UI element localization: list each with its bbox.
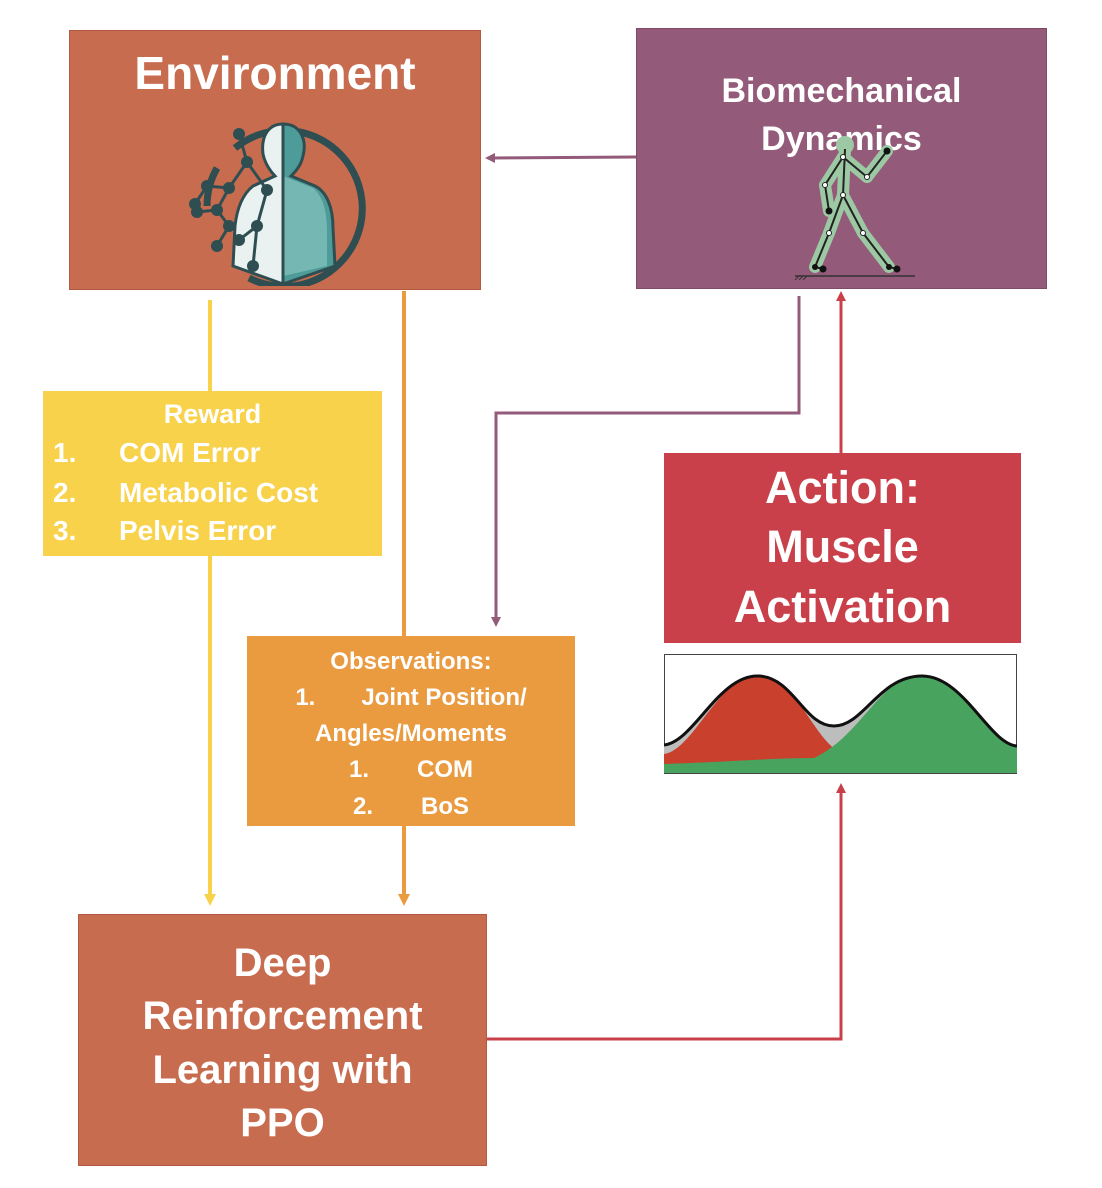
- walking-skeleton-icon: [794, 136, 915, 280]
- drl-title-line2: Reinforcement: [142, 994, 423, 1038]
- observation-item: 1. Joint Position/: [247, 683, 575, 713]
- environment-box: Environment: [69, 30, 481, 290]
- action-box: Action: Muscle Activation: [664, 453, 1021, 643]
- drl-title-line1: Deep: [233, 941, 332, 985]
- environment-title: Environment: [134, 47, 416, 99]
- observations-box: Observations: 1. Joint Position/ Angles/M…: [247, 636, 575, 826]
- muscle-activation-curves-icon: [664, 654, 1017, 774]
- reward-item-label: COM Error: [119, 437, 261, 468]
- observation-item-number: 1.: [349, 756, 370, 783]
- observation-item: 1. COM: [247, 755, 575, 785]
- reward-item-label: Pelvis Error: [119, 515, 277, 546]
- observation-item-label: COM: [417, 756, 473, 783]
- reward-item-number: 2.: [53, 477, 77, 508]
- reward-item: 3. Pelvis Error: [53, 514, 276, 548]
- observation-item-number: 2.: [353, 793, 374, 820]
- observation-item: Angles/Moments: [247, 719, 575, 749]
- drl-title-line3: Learning with: [152, 1048, 413, 1092]
- biomechanical-dynamics-box: Biomechanical Dynamics: [636, 28, 1047, 289]
- drl-box: Deep Reinforcement Learning with PPO: [78, 914, 487, 1166]
- observation-item-number: 1.: [295, 684, 316, 711]
- action-title-line2: Muscle: [766, 521, 919, 572]
- reward-item: 1. COM Error: [53, 436, 261, 470]
- reward-item-number: 3.: [53, 515, 77, 546]
- biomechanics-title-line1: Biomechanical: [721, 72, 962, 110]
- action-title-line1: Action:: [765, 462, 920, 513]
- observation-item-label: Joint Position/: [361, 684, 527, 711]
- observation-item: 2. BoS: [247, 792, 575, 822]
- observations-heading: Observations:: [330, 648, 492, 675]
- human-body-network-icon: [189, 122, 366, 286]
- drl-title-line4: PPO: [240, 1101, 325, 1145]
- reward-item: 2. Metabolic Cost: [53, 476, 318, 510]
- reward-box: Reward 1. COM Error 2. Metabolic Cost 3. Pe…: [43, 391, 382, 556]
- action-title-line3: Activation: [733, 581, 952, 632]
- arrow-bio-to-observations: [491, 296, 801, 627]
- observation-item-label: Angles/Moments: [314, 720, 508, 747]
- arrow-bio-to-environment: [485, 152, 637, 163]
- arrow-drl-to-action: [487, 783, 846, 1041]
- observation-item-label: BoS: [421, 793, 469, 820]
- reward-item-number: 1.: [53, 437, 77, 468]
- reward-item-label: Metabolic Cost: [119, 477, 319, 508]
- reward-heading: Reward: [163, 399, 262, 429]
